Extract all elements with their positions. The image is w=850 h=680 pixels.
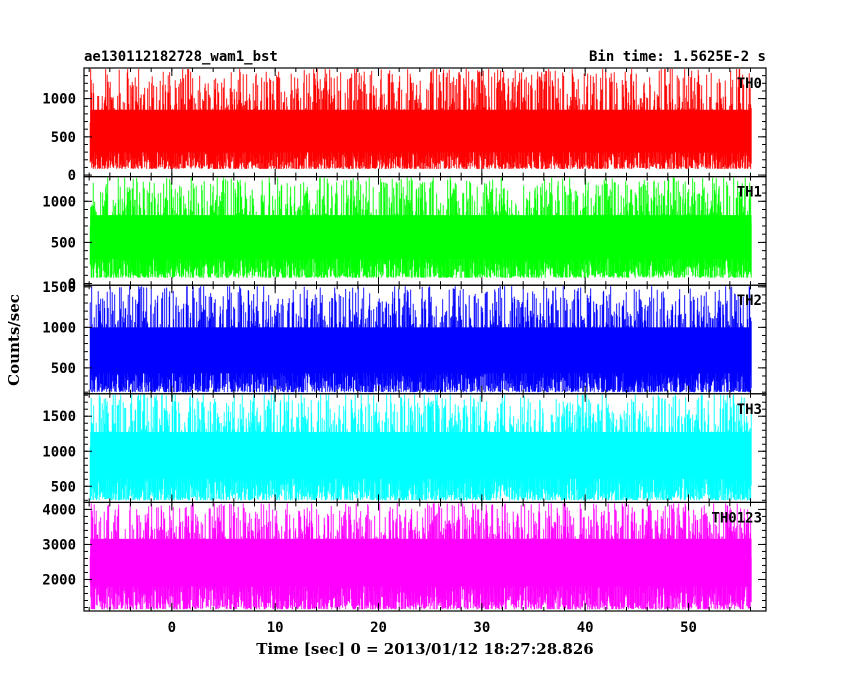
bin-time-label: Bin time: 1.5625E-2 s — [589, 49, 766, 65]
series-line-th3 — [89, 394, 752, 501]
x-tick-label-0: 0 — [168, 620, 176, 636]
panels-group: 05001000TH005001000TH150010001500TH25001… — [42, 67, 767, 636]
y-tick-label-th3-1500: 1500 — [42, 409, 76, 425]
y-tick-label-th2-500: 500 — [51, 361, 76, 377]
panel-label-th0: TH0 — [737, 76, 762, 92]
x-axis-label: Time [sec] 0 = 2013/01/12 18:27:28.826 — [256, 640, 593, 658]
series-line-th0 — [89, 69, 752, 169]
x-tick-label-50: 50 — [680, 620, 697, 636]
panel-label-th1: TH1 — [737, 185, 762, 201]
panel-label-th0123: TH0123 — [711, 510, 762, 526]
x-tick-label-10: 10 — [267, 620, 284, 636]
series-line-th1 — [89, 177, 752, 278]
series-line-th0123 — [89, 503, 752, 610]
y-tick-label-th0123-4000: 4000 — [42, 502, 76, 518]
y-tick-label-th1-0: 0 — [68, 277, 76, 293]
y-tick-label-th1-1000: 1000 — [42, 194, 76, 210]
series-line-th2 — [89, 286, 752, 393]
y-tick-label-th0-500: 500 — [51, 130, 76, 146]
y-tick-label-th0-1000: 1000 — [42, 92, 76, 108]
y-tick-label-th3-500: 500 — [51, 479, 76, 495]
x-tick-label-40: 40 — [577, 620, 594, 636]
y-tick-label-th0-0: 0 — [68, 168, 76, 184]
panel-label-th2: TH2 — [737, 293, 762, 309]
panel-frame-th0123 — [83, 501, 767, 612]
y-tick-label-th2-1500: 1500 — [42, 280, 76, 296]
panel-label-th3: TH3 — [737, 402, 762, 418]
y-tick-label-th1-500: 500 — [51, 235, 76, 251]
y-tick-label-th2-1000: 1000 — [42, 320, 76, 336]
y-axis-label: Counts/sec — [5, 294, 23, 386]
chart-title: ae130112182728_wam1_bst — [84, 49, 278, 65]
x-tick-label-30: 30 — [473, 620, 490, 636]
y-tick-label-th3-1000: 1000 — [42, 444, 76, 460]
x-tick-label-20: 20 — [370, 620, 387, 636]
y-tick-label-th0123-2000: 2000 — [42, 572, 76, 588]
y-tick-label-th0123-3000: 3000 — [42, 537, 76, 553]
